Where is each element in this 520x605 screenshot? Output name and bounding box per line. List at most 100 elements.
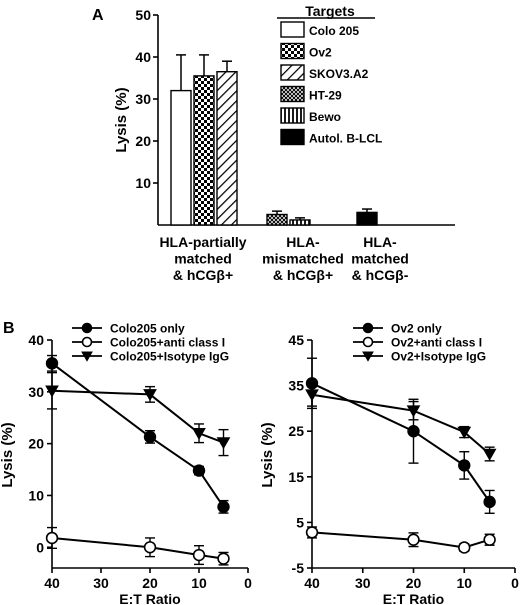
data-point — [81, 322, 93, 334]
data-point — [143, 430, 157, 444]
data-point — [407, 533, 420, 546]
series-line — [51, 536, 224, 560]
data-point — [216, 437, 231, 450]
group-label: & hCGβ- — [352, 267, 409, 283]
panel-b-ov2-line-chart: -5 5 15 25 35 45 40 30 20 10 0 E:T Ratio Lysis (%) Ov… — [259, 322, 519, 605]
y-tick-label: 10 — [135, 175, 151, 191]
data-point — [217, 500, 230, 514]
y-axis-label: Lysis (%) — [113, 87, 130, 152]
data-point — [482, 448, 497, 461]
x-axis-label: E:T Ratio — [383, 591, 444, 605]
series-line — [51, 389, 224, 444]
legend-swatch — [280, 85, 305, 103]
y-tick-label: 40 — [28, 332, 44, 348]
bar-skov3-a2 — [216, 70, 238, 226]
legend-entry: Ov2 only — [391, 322, 442, 336]
data-point — [483, 495, 496, 509]
data-point — [192, 548, 206, 562]
legend-entry: Ov2+anti class I — [391, 336, 482, 350]
series-line — [311, 531, 490, 549]
group-label: matched — [174, 251, 232, 267]
series-line — [311, 393, 491, 455]
legend-entry: HT-29 — [309, 89, 342, 103]
y-tick-label: 40 — [135, 49, 151, 65]
data-point — [192, 427, 206, 440]
data-point — [305, 526, 319, 539]
legend-entry: Ov2 — [309, 46, 332, 60]
data-point — [305, 389, 319, 402]
group-label: HLA- — [286, 234, 320, 250]
x-tick-label: 40 — [44, 575, 60, 591]
data-point — [458, 459, 471, 472]
y-tick-label: 20 — [28, 436, 44, 452]
series-line — [311, 382, 491, 503]
legend-entry: Colo205+anti class I — [110, 336, 225, 350]
y-tick-label: 45 — [288, 332, 304, 348]
x-tick-label: 20 — [142, 575, 158, 591]
group-label: HLA- — [363, 234, 397, 250]
y-tick-label: 30 — [28, 384, 44, 400]
data-point — [406, 405, 421, 418]
legend-entry: Autol. B-LCL — [309, 132, 382, 146]
y-tick-label: 10 — [28, 487, 44, 503]
legend-swatch — [280, 107, 305, 124]
bar-colo-205 — [170, 89, 192, 226]
group-label: matched — [351, 251, 409, 267]
group-label: & hCGβ+ — [173, 267, 233, 283]
data-point — [457, 426, 472, 439]
group-label: mismatched — [262, 251, 344, 267]
legend-swatch — [280, 21, 305, 38]
x-tick-label: 20 — [406, 575, 422, 591]
legend-entry: Colo205+Isotype IgG — [110, 350, 229, 364]
data-point — [362, 336, 374, 348]
legend-entry: Bewo — [309, 110, 341, 124]
panel-label-a: A — [92, 7, 104, 24]
bar-ov2 — [193, 75, 215, 226]
data-point — [407, 425, 420, 438]
x-tick-label: 40 — [304, 575, 320, 591]
y-tick-label: 20 — [135, 133, 151, 149]
legend-swatch — [280, 128, 305, 146]
x-tick-label: 10 — [191, 575, 207, 591]
group-label: & hCGβ+ — [273, 267, 333, 283]
data-point — [81, 351, 93, 362]
legend-entry: Colo205 only — [110, 322, 185, 336]
data-point — [483, 533, 496, 546]
legend-swatch — [280, 42, 305, 60]
data-point — [192, 464, 206, 477]
data-point — [81, 336, 93, 348]
y-tick-label: 5 — [296, 514, 304, 530]
data-point — [143, 541, 157, 554]
x-tick-label: 0 — [244, 575, 252, 591]
y-tick-label: 15 — [288, 469, 304, 485]
legend-entry: Colo 205 — [309, 24, 359, 38]
data-point — [45, 385, 59, 398]
y-tick-label: 50 — [135, 7, 151, 23]
x-axis-label: E:T Ratio — [119, 591, 180, 605]
bar-bewo — [289, 219, 311, 226]
series-line — [51, 362, 225, 508]
data-point — [45, 357, 59, 370]
bar-autol-b-lcl — [356, 211, 378, 226]
y-tick-label: 30 — [135, 91, 151, 107]
legend-entry: SKOV3.A2 — [309, 67, 369, 81]
data-point — [362, 322, 374, 334]
legend-entry: Ov2+Isotype IgG — [391, 350, 486, 364]
data-point — [143, 389, 157, 402]
data-point — [362, 351, 374, 362]
legend-swatch — [280, 64, 305, 81]
bar-ht-29 — [266, 213, 288, 226]
y-axis-label: Lysis (%) — [259, 422, 276, 487]
group-label: HLA-partially — [159, 234, 246, 250]
y-tick-label: 25 — [288, 423, 304, 439]
data-point — [45, 531, 59, 545]
y-tick-label: 35 — [288, 378, 304, 394]
x-tick-label: 10 — [456, 575, 472, 591]
data-point — [458, 541, 471, 554]
legend-title: Targets — [305, 3, 355, 19]
panel-b-colo205-line-chart: B 0 10 20 30 40 40 30 20 10 0 E:T Ratio Lysis (%) Col… — [0, 320, 252, 605]
panel-label-b: B — [3, 320, 15, 337]
x-tick-label: 30 — [355, 575, 371, 591]
